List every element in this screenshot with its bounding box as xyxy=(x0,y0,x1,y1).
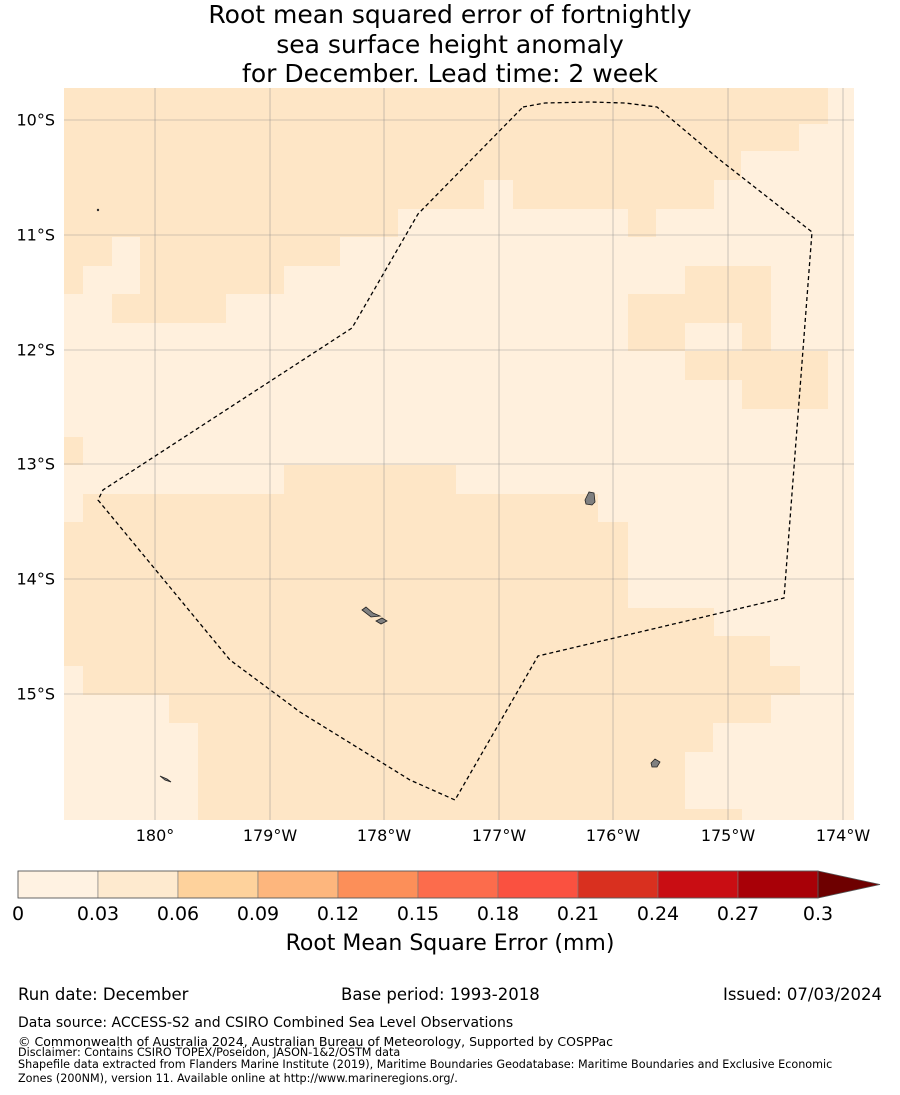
field-cell xyxy=(64,636,770,666)
colorbar-swatch xyxy=(657,870,739,899)
lon-label-177w: 177°W xyxy=(471,826,527,845)
base-period: Base period: 1993-2018 xyxy=(341,985,540,1004)
colorbar-swatches xyxy=(17,870,819,899)
title-line-2: sea surface height anomaly xyxy=(276,29,624,59)
cbar-tick-1: 0.03 xyxy=(76,903,120,925)
cbar-tick-4: 0.12 xyxy=(316,903,360,925)
lon-label-174w: 174°W xyxy=(815,826,871,845)
graticule xyxy=(64,88,854,820)
copyright: © Commonwealth of Australia 2024, Austra… xyxy=(18,1034,613,1049)
field-cell xyxy=(64,522,628,608)
field-cell xyxy=(198,781,685,809)
colorbar-extend-arrow xyxy=(817,870,881,899)
field-cell xyxy=(112,294,226,323)
field-cell xyxy=(628,209,656,237)
field-cell xyxy=(685,351,828,380)
island-alofi xyxy=(375,617,388,625)
colorbar-swatch xyxy=(737,870,819,899)
title-line-3: for December. Lead time: 2 week xyxy=(242,59,658,88)
data-source: Data source: ACCESS-S2 and CSIRO Combine… xyxy=(18,1015,514,1031)
field-cell xyxy=(742,380,828,409)
lat-label-11s: 11°S xyxy=(16,225,55,245)
island-small-east xyxy=(650,758,661,768)
shapefile-credit-1: Shapefile data extracted from Flanders M… xyxy=(18,1058,833,1071)
issued-date: Issued: 07/03/2024 xyxy=(722,985,882,1004)
rmse-field xyxy=(64,88,854,820)
cbar-tick-8: 0.24 xyxy=(636,903,680,925)
run-date: Run date: December xyxy=(18,985,189,1004)
cbar-tick-5: 0.15 xyxy=(396,903,440,925)
field-cell xyxy=(64,124,799,151)
cbar-tick-7: 0.21 xyxy=(556,903,600,925)
field-cell xyxy=(64,266,83,294)
shapefile-credit-2: Zones (200NM), version 11. Available onl… xyxy=(18,1072,458,1085)
field-cell xyxy=(742,323,771,351)
field-cell xyxy=(64,88,828,124)
field-cell xyxy=(140,266,284,294)
cbar-tick-0: 0 xyxy=(11,903,25,925)
field-cell xyxy=(140,237,340,266)
colorbar-swatch xyxy=(417,870,499,899)
lat-label-12s: 12°S xyxy=(16,340,55,360)
field-cell xyxy=(83,666,800,695)
lon-label-179w: 179°W xyxy=(242,826,298,845)
cbar-tick-6: 0.18 xyxy=(476,903,520,925)
island-small-west xyxy=(159,775,172,783)
lon-label-175w: 175°W xyxy=(700,826,756,845)
field-cell xyxy=(198,723,713,752)
colorbar-title: Root Mean Square Error (mm) xyxy=(285,931,615,956)
field-cell xyxy=(628,294,685,351)
island-futuna xyxy=(361,606,382,618)
lat-label-14s: 14°S xyxy=(16,569,55,589)
colorbar-swatch xyxy=(577,870,659,899)
lon-label-180: 180° xyxy=(135,826,175,845)
field-cell xyxy=(169,695,771,723)
colorbar-swatch xyxy=(97,870,179,899)
lat-label-10s: 10°S xyxy=(16,110,55,130)
field-cell xyxy=(83,494,598,522)
colorbar-swatch xyxy=(257,870,339,899)
island-wallis xyxy=(584,491,596,506)
field-cell xyxy=(64,180,484,209)
cbar-tick-9: 0.27 xyxy=(716,903,760,925)
cbar-tick-2: 0.06 xyxy=(156,903,200,925)
cbar-tick-10: 0.3 xyxy=(802,903,834,925)
disclaimer: Disclaimer: Contains CSIRO TOPEX/Poseido… xyxy=(18,1046,401,1059)
colorbar-swatch xyxy=(177,870,259,899)
map-title: Root mean squared error of fortnightly s… xyxy=(0,0,900,89)
field-cell xyxy=(284,465,456,494)
islands xyxy=(96,208,661,783)
colorbar-swatch xyxy=(17,870,99,899)
field-cell xyxy=(198,752,685,781)
islet-northwest xyxy=(96,208,100,212)
colorbar-frame xyxy=(17,870,819,899)
lat-label-15s: 15°S xyxy=(16,684,55,704)
field-cell xyxy=(64,437,83,465)
field-cell xyxy=(64,237,112,266)
cbar-tick-3: 0.09 xyxy=(236,903,280,925)
field-cell xyxy=(64,209,398,237)
lon-label-176w: 176°W xyxy=(585,826,641,845)
title-line-1: Root mean squared error of fortnightly xyxy=(208,0,692,29)
lon-label-178w: 178°W xyxy=(356,826,412,845)
eez-boundary xyxy=(97,101,813,801)
lat-label-13s: 13°S xyxy=(16,454,55,474)
field-cell xyxy=(198,809,742,820)
colorbar-swatch xyxy=(337,870,419,899)
field-cell xyxy=(64,151,741,180)
field-cell xyxy=(513,180,714,209)
field-cell xyxy=(64,608,714,636)
colorbar-swatch xyxy=(497,870,579,899)
